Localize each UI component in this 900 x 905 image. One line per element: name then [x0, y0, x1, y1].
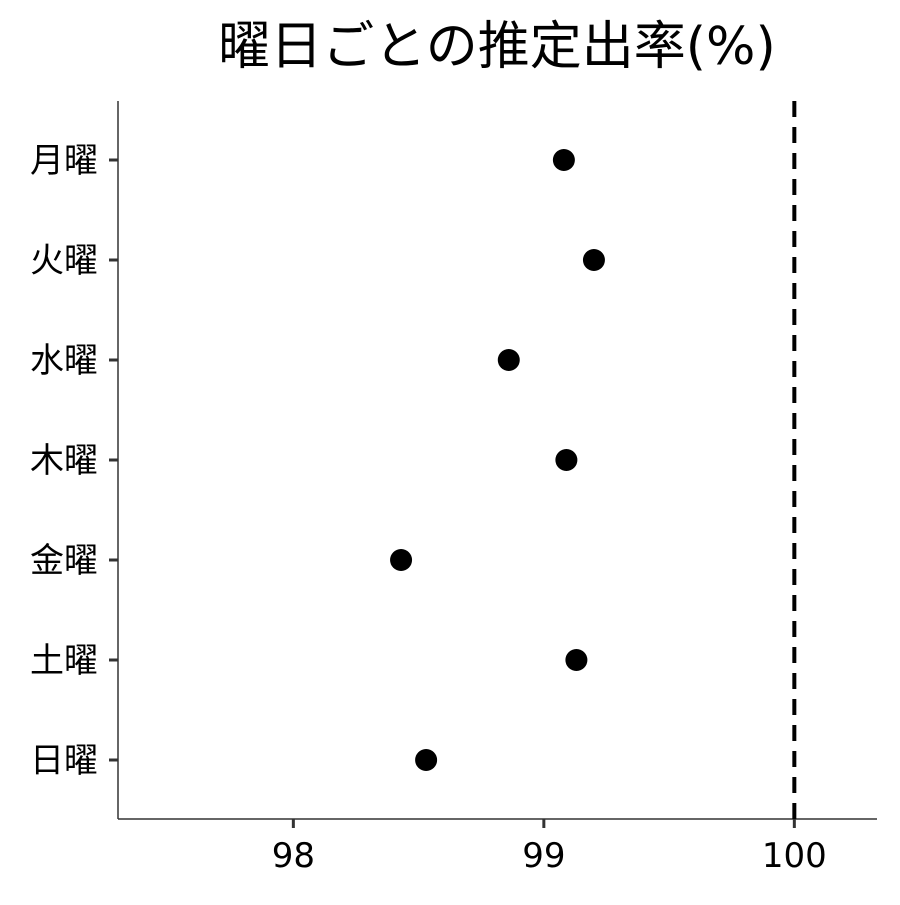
y-tick-label: 木曜 — [30, 441, 98, 481]
data-point — [390, 549, 413, 571]
y-tick-label: 日曜 — [30, 741, 98, 781]
data-point — [565, 649, 588, 671]
data-point — [555, 449, 578, 471]
y-tick-label: 水曜 — [30, 341, 98, 381]
y-tick-label: 土曜 — [30, 641, 98, 681]
x-tick-label: 98 — [272, 836, 315, 876]
y-tick-label: 月曜 — [30, 141, 98, 181]
data-point — [497, 349, 520, 371]
chart-title: 曜日ごとの推定出率(%) — [218, 17, 775, 77]
x-tick-label: 100 — [762, 836, 827, 876]
y-tick-label: 金曜 — [30, 541, 98, 581]
data-point — [415, 749, 438, 771]
y-tick-label: 火曜 — [30, 241, 98, 281]
data-point — [552, 149, 575, 171]
x-tick-label: 99 — [522, 836, 565, 876]
data-point — [582, 249, 605, 271]
